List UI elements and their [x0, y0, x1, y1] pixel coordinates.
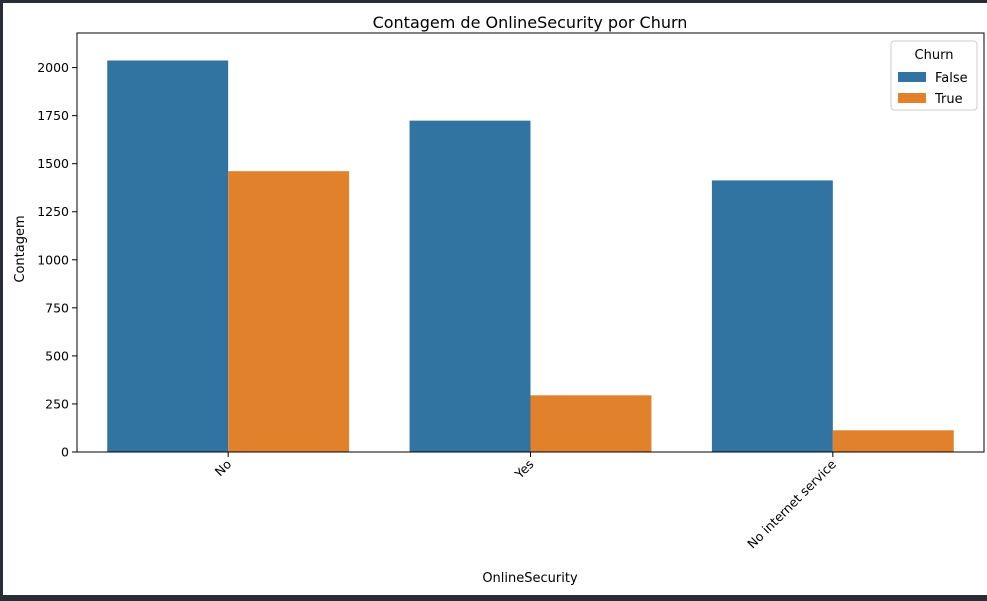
plot-border — [76, 32, 985, 453]
bars-group — [107, 60, 954, 452]
legend-swatch-true — [898, 93, 926, 103]
y-axis-label: Contagem — [13, 215, 28, 282]
x-tick-label: No — [212, 457, 235, 480]
y-tick-label: 1000 — [37, 252, 69, 267]
x-axis-label: OnlineSecurity — [482, 571, 578, 586]
y-tick-label: 1250 — [37, 204, 69, 219]
legend-label-true: True — [934, 92, 963, 107]
y-tick-label: 2000 — [37, 60, 69, 75]
chart-svg: Contagem de OnlineSecurity por Churn 0 25… — [13, 13, 985, 586]
bar-yes-true — [530, 395, 652, 452]
legend-title: Churn — [915, 48, 954, 63]
legend-box — [890, 40, 978, 111]
bar-no-internet-service-true — [832, 430, 954, 452]
chart-title: Contagem de OnlineSecurity por Churn — [373, 13, 688, 32]
legend: Churn False True — [890, 40, 978, 111]
bar-no-true — [228, 171, 350, 452]
chart-frame: Contagem de OnlineSecurity por Churn 0 25… — [3, 3, 987, 595]
legend-swatch-false — [898, 72, 926, 82]
y-tick-label: 0 — [61, 445, 69, 460]
y-tick-label: 750 — [45, 300, 69, 315]
y-tick-label: 1500 — [37, 156, 69, 171]
bar-yes-false — [409, 120, 531, 452]
y-tick-label: 250 — [45, 396, 69, 411]
bar-no-internet-service-false — [711, 180, 833, 452]
legend-label-false: False — [935, 71, 968, 86]
bar-no-false — [107, 60, 229, 452]
y-axis: 0 250 500 750 1000 1250 1500 1750 2000 — [37, 60, 77, 460]
y-tick-label: 500 — [45, 348, 69, 363]
x-tick-label: Yes — [511, 457, 537, 483]
x-axis: No Yes No internet service — [212, 452, 839, 551]
x-tick-label: No internet service — [744, 456, 839, 551]
y-tick-label: 1750 — [37, 108, 69, 123]
